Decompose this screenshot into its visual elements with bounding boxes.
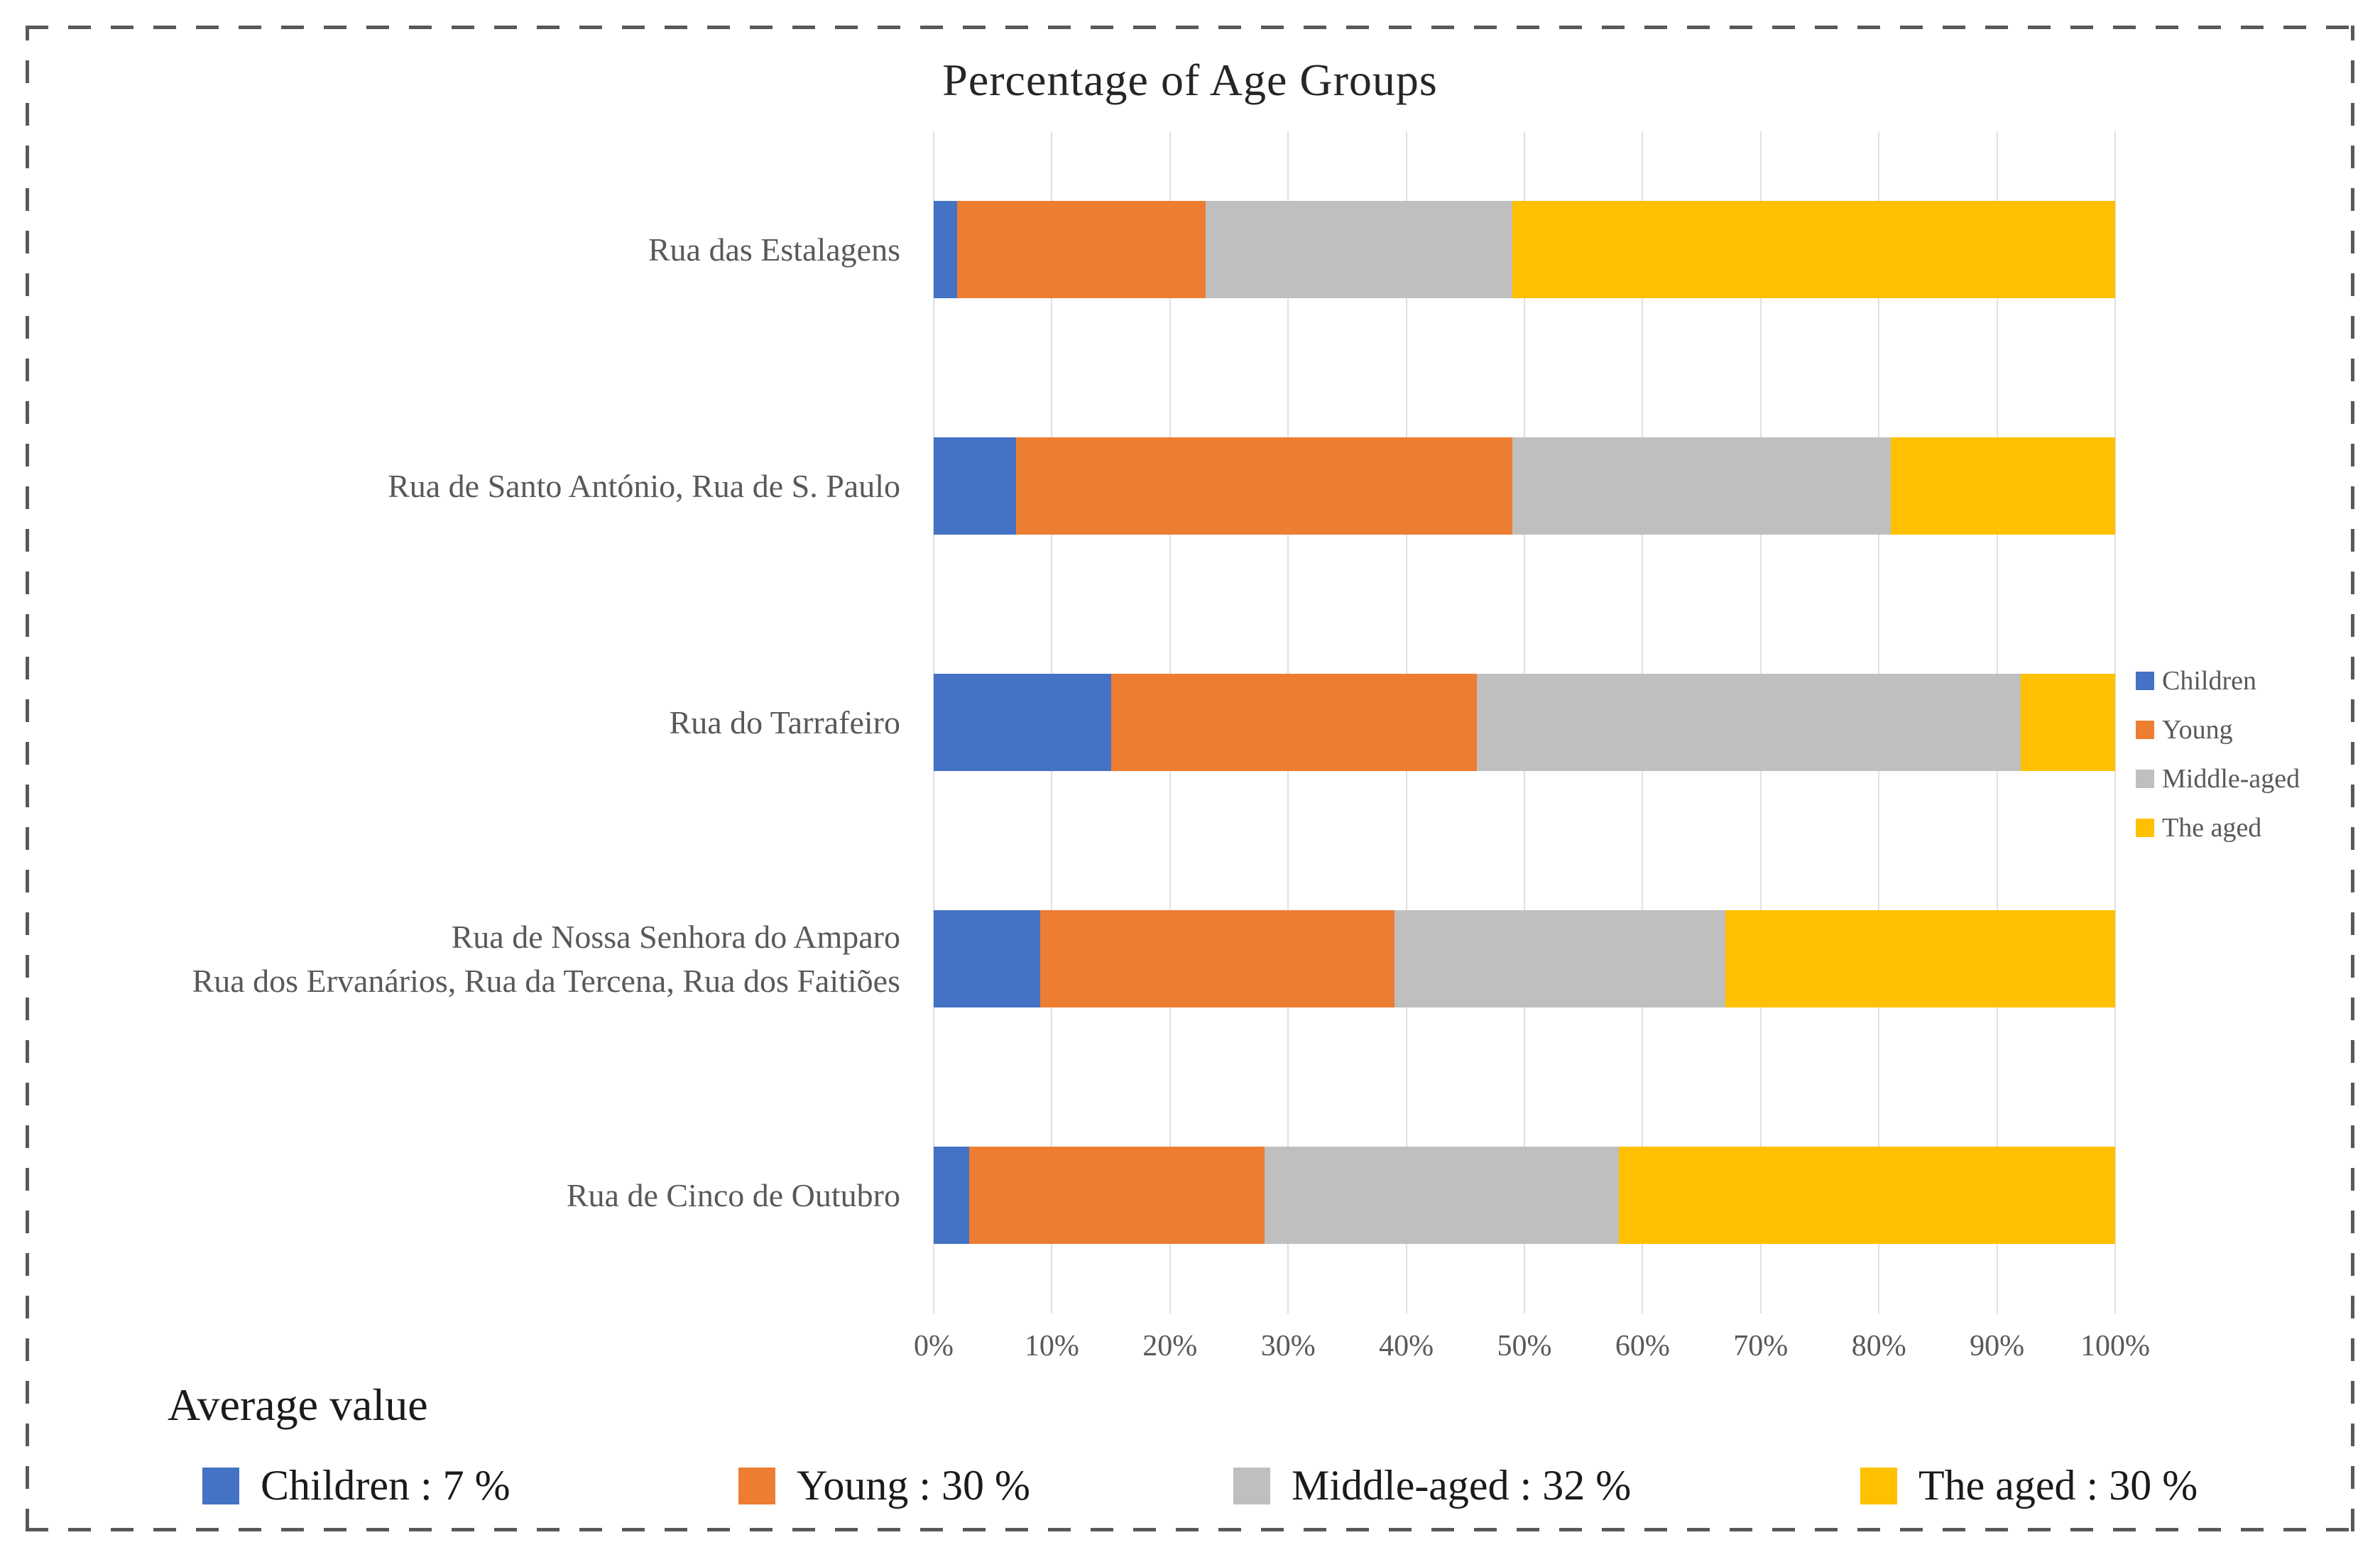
bar-segment-young [1039, 910, 1394, 1007]
category-label: Rua de Cinco de Outubro [566, 1176, 900, 1213]
legend-swatch [2136, 671, 2154, 690]
legend-swatch [2136, 818, 2154, 837]
x-axis-tick-label: 70% [1733, 1330, 1789, 1362]
x-axis: 0% 10% 20% 30% 40% 50% 60% 70% 80% 90% 100% [914, 1329, 2150, 1372]
bar-segment-middle-aged [1205, 201, 1513, 298]
bar-row [934, 674, 2115, 771]
bar-row [934, 910, 2115, 1007]
bar-segment-the-aged [1890, 437, 2115, 535]
bar-row [934, 201, 2115, 298]
x-axis-tick-label: 60% [1615, 1330, 1670, 1362]
category-label: Rua das Estalagens [648, 231, 900, 268]
bar-segment-the-aged [2020, 674, 2115, 771]
x-axis-tick-label: 90% [1970, 1330, 2025, 1362]
bar-segment-the-aged [1619, 1147, 2115, 1244]
x-axis-tick-label: 100% [2080, 1330, 2150, 1362]
bar-segment-the-aged [1512, 201, 2115, 298]
bar-segment-young [1110, 674, 1478, 771]
category-label: Rua de Santo António, Rua de S. Paulo [388, 467, 900, 504]
gridline [2114, 131, 2116, 1313]
bar-segment-children [934, 674, 1111, 771]
legend-item: Middle-aged [2136, 754, 2300, 803]
bar-segment-middle-aged [1512, 437, 1891, 535]
legend-label: The aged [2162, 812, 2262, 843]
category-label: Rua do Tarrafeiro [669, 704, 900, 741]
bar-segment-children [934, 437, 1017, 535]
bar-segment-middle-aged [1477, 674, 2021, 771]
average-legend-swatch [1860, 1467, 1897, 1504]
legend-label: Young [2162, 714, 2233, 745]
category-label: Rua de Nossa Senhora do Amparo Rua dos E… [192, 918, 900, 999]
legend-item: Children [2136, 656, 2300, 705]
chart-title: Percentage of Age Groups [942, 55, 1438, 105]
legend-label: Middle-aged [2162, 763, 2300, 794]
bar-segment-young [968, 1147, 1265, 1244]
average-legend-item: The aged : 30 % [1860, 1461, 2198, 1510]
bar-segment-children [934, 1147, 969, 1244]
average-legend-label: Middle-aged : 32 % [1292, 1462, 1632, 1509]
average-legend-swatch [1233, 1467, 1270, 1504]
legend-item: Young [2136, 705, 2300, 754]
x-axis-tick-label: 80% [1851, 1330, 1906, 1362]
legend-swatch [2136, 769, 2154, 788]
legend-item: The aged [2136, 803, 2300, 852]
bar-segment-young [957, 201, 1206, 298]
bar-segment-children [934, 201, 958, 298]
bar-row [934, 1147, 2115, 1244]
x-axis-tick-label: 10% [1024, 1330, 1079, 1362]
plot-area [933, 131, 2116, 1313]
average-legend-item: Middle-aged : 32 % [1233, 1461, 1631, 1510]
average-legend-item: Children : 7 % [202, 1461, 511, 1510]
x-axis-tick-label: 50% [1497, 1330, 1552, 1362]
bar-row [934, 437, 2115, 535]
average-value-heading: Average value [168, 1380, 428, 1430]
x-axis-tick-label: 30% [1260, 1330, 1316, 1362]
bar-segment-young [1016, 437, 1513, 535]
average-legend-swatch [202, 1467, 239, 1504]
bar-segment-middle-aged [1264, 1147, 1620, 1244]
average-value-legend: Children : 7 % Young : 30 % Middle-aged : … [0, 1461, 2380, 1518]
bar-segment-children [934, 910, 1040, 1007]
average-legend-label: Children : 7 % [261, 1462, 511, 1509]
average-legend-label: Young : 30 % [797, 1462, 1030, 1509]
average-legend-label: The aged : 30 % [1918, 1462, 2198, 1509]
legend: Children Young Middle-aged The aged [2136, 656, 2300, 852]
bar-segment-middle-aged [1394, 910, 1725, 1007]
average-legend-swatch [738, 1467, 775, 1504]
x-axis-tick-label: 0% [914, 1330, 954, 1362]
x-axis-tick-label: 20% [1142, 1330, 1198, 1362]
x-axis-tick-label: 40% [1379, 1330, 1434, 1362]
legend-swatch [2136, 720, 2154, 739]
bar-segment-the-aged [1725, 910, 2115, 1007]
average-legend-item: Young : 30 % [738, 1461, 1030, 1510]
legend-label: Children [2162, 665, 2256, 696]
